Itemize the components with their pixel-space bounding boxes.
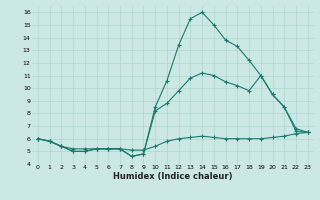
X-axis label: Humidex (Indice chaleur): Humidex (Indice chaleur) [113, 172, 233, 181]
